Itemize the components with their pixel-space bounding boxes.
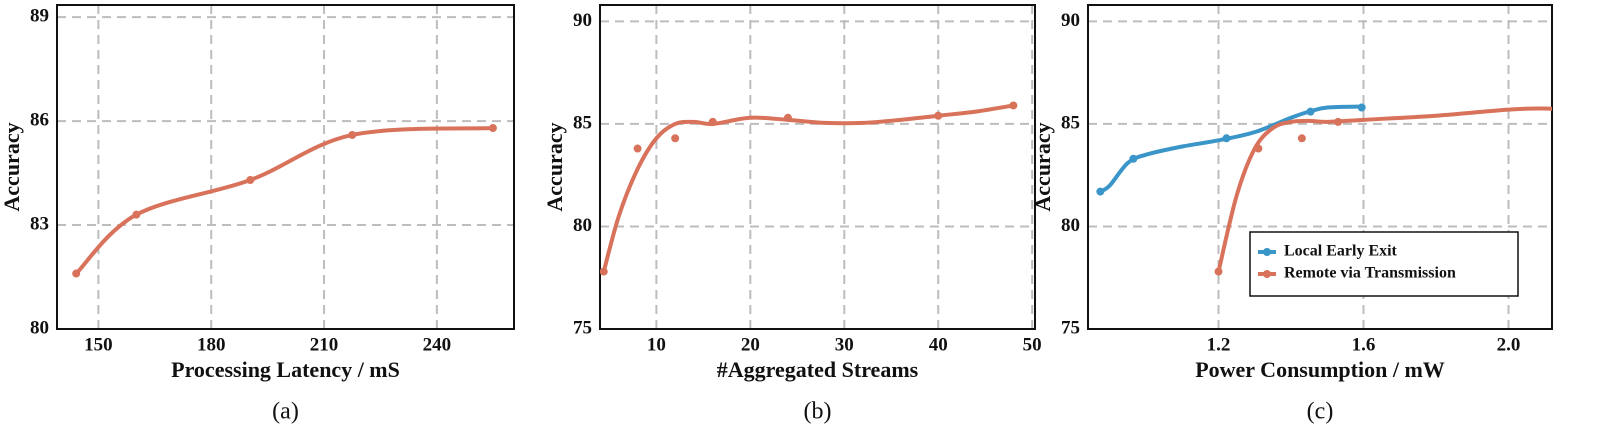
point: [246, 175, 255, 184]
panel: 75 80 85 90 10 20 30 40 50 #Aggregated Streams Acc…: [542, 4, 1042, 425]
y-tick-label: 90: [1061, 10, 1080, 31]
point: [1009, 101, 1018, 110]
legend-label: Local Early Exit: [1284, 243, 1398, 260]
panel: 75 80 85 90 1.2 1.6 2.0 Power Consumption / mW A…: [1030, 4, 1596, 425]
point: [1222, 134, 1231, 143]
y-tick-label: 75: [1061, 317, 1080, 338]
plot-area: [72, 124, 497, 278]
plot-frame: [599, 4, 1036, 330]
y-axis-label: Accuracy: [1030, 122, 1055, 211]
point: [1254, 144, 1263, 153]
point: [1563, 101, 1571, 109]
x-tick-label: 1.2: [1207, 334, 1231, 355]
x-axis-label: Power Consumption / mW: [1195, 357, 1445, 382]
point: [1129, 154, 1138, 163]
point: [72, 269, 81, 278]
plot-frame: [56, 4, 515, 330]
x-tick-label: 1.6: [1352, 334, 1376, 355]
x-tick-label: 30: [835, 334, 854, 355]
point: [708, 117, 717, 126]
y-tick-label: 80: [1061, 215, 1080, 236]
x-tick-label: 20: [741, 334, 760, 355]
point: [1306, 107, 1315, 116]
y-tick-label: 86: [30, 109, 49, 130]
x-tick-label: 240: [423, 334, 452, 355]
point: [132, 210, 141, 219]
point: [348, 130, 357, 139]
point: [1297, 134, 1306, 143]
point: [783, 113, 792, 122]
plot-area: [1096, 101, 1596, 276]
point: [1588, 112, 1596, 120]
point: [633, 144, 642, 153]
plot-area: [600, 101, 1018, 276]
point: [671, 134, 680, 143]
x-tick-label: 10: [647, 334, 666, 355]
caption: (a): [272, 399, 299, 425]
y-tick-label: 83: [30, 213, 49, 234]
x-tick-label: 180: [197, 334, 226, 355]
x-tick-label: 150: [84, 334, 113, 355]
y-tick-label: 80: [573, 215, 592, 236]
x-tick-label: 40: [929, 334, 948, 355]
legend-dot: [1263, 248, 1271, 256]
y-axis-label: Accuracy: [0, 122, 24, 211]
point: [600, 267, 608, 276]
point: [934, 111, 943, 120]
point: [1096, 187, 1105, 196]
x-axis-label: Processing Latency / mS: [171, 357, 400, 382]
y-tick-label: 89: [30, 5, 49, 26]
y-tick-label: 85: [573, 112, 592, 133]
y-tick-label: 75: [573, 317, 592, 338]
legend-label: Remote via Transmission: [1284, 265, 1456, 282]
plot-frame: [1087, 4, 1553, 330]
x-tick-label: 50: [1023, 334, 1042, 355]
y-axis-label: Accuracy: [542, 122, 567, 211]
curve: [74, 126, 495, 276]
y-tick-label: 90: [573, 10, 592, 31]
panel: 80 83 86 89 150 180 210 240 Processing Latency /…: [0, 4, 515, 425]
x-tick-label: 210: [310, 334, 339, 355]
legend-box: [1249, 231, 1519, 297]
x-tick-label: 2.0: [1497, 334, 1521, 355]
caption: (c): [1307, 399, 1334, 425]
legend-dot: [1263, 270, 1271, 278]
legend: Local Early Exit Remote via Transmission: [1249, 231, 1519, 297]
y-tick-label: 80: [30, 317, 49, 338]
point: [1334, 117, 1343, 126]
x-axis-label: #Aggregated Streams: [717, 357, 919, 382]
point: [1214, 267, 1223, 276]
point: [488, 124, 497, 133]
curve: [601, 103, 1016, 274]
y-tick-label: 85: [1061, 112, 1080, 133]
point: [1357, 103, 1366, 112]
curve: [1098, 104, 1366, 194]
caption: (b): [804, 399, 832, 425]
